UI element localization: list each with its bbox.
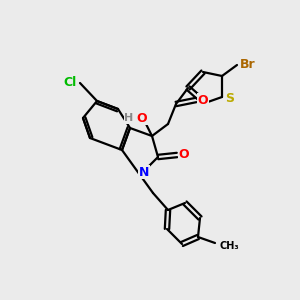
- Text: O: O: [137, 112, 147, 124]
- Text: Cl: Cl: [63, 76, 76, 89]
- Text: Br: Br: [240, 58, 256, 71]
- Text: S: S: [226, 92, 235, 106]
- Text: O: O: [198, 94, 208, 106]
- Text: H: H: [124, 113, 134, 123]
- Text: N: N: [139, 166, 149, 178]
- Text: O: O: [179, 148, 189, 161]
- Text: CH₃: CH₃: [219, 241, 239, 251]
